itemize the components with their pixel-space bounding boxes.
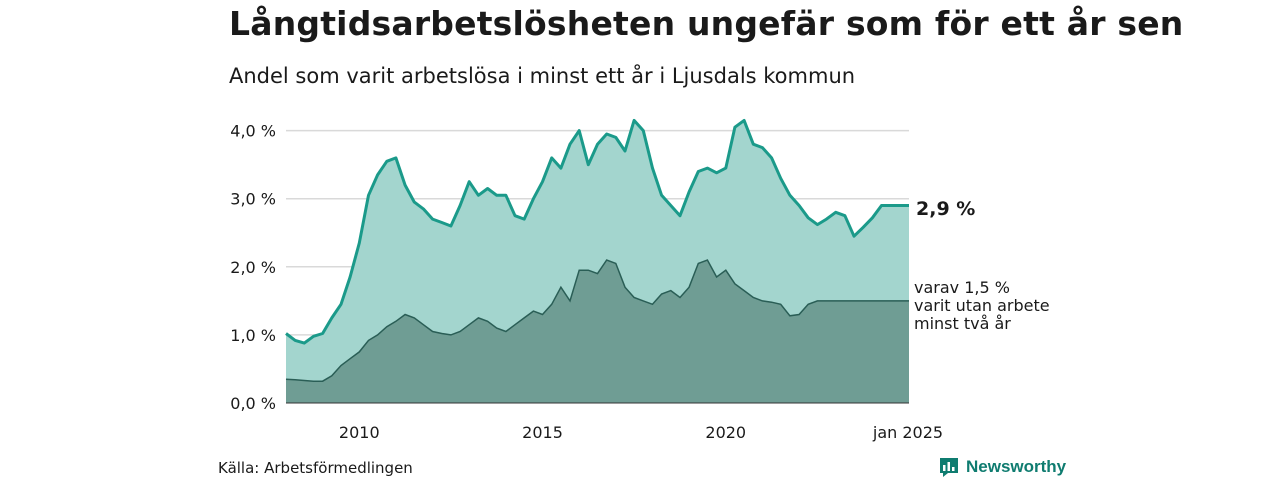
x-tick-label: 2015 bbox=[522, 423, 563, 442]
chart-title: Långtidsarbetslösheten ungefär som för e… bbox=[229, 4, 1184, 43]
newsworthy-logo-icon bbox=[940, 458, 958, 477]
y-tick-label: 1,0 % bbox=[230, 326, 276, 345]
series-longterm-line bbox=[285, 259, 909, 382]
y-tick-label: 3,0 % bbox=[230, 190, 276, 209]
end-label-longterm: varav 1,5 % bbox=[914, 278, 1010, 297]
end-label-longterm: minst två år bbox=[914, 314, 1011, 333]
x-tick-label: 2020 bbox=[705, 423, 746, 442]
series-longterm-area bbox=[286, 260, 909, 403]
brand: Newsworthy bbox=[938, 456, 1066, 478]
chart-subtitle: Andel som varit arbetslösa i minst ett å… bbox=[229, 64, 856, 88]
y-tick-label: 0,0 % bbox=[230, 394, 276, 413]
x-tick-label: 2010 bbox=[339, 423, 380, 442]
series-total-line bbox=[285, 118, 909, 345]
x-tick-label: jan 2025 bbox=[872, 423, 943, 442]
y-tick-label: 4,0 % bbox=[230, 122, 276, 141]
source-note: Källa: Arbetsförmedlingen bbox=[218, 459, 413, 477]
end-label-total: 2,9 % bbox=[916, 198, 975, 220]
brand-name: Newsworthy bbox=[966, 457, 1067, 476]
end-label-longterm: varit utan arbete bbox=[914, 296, 1050, 315]
y-tick-label: 2,0 % bbox=[230, 258, 276, 277]
